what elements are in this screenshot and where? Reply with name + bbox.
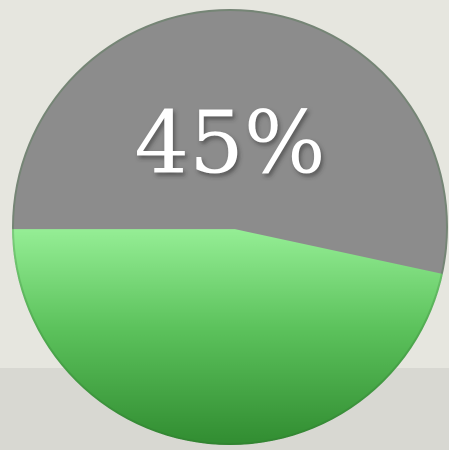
gauge: 45%: [12, 9, 448, 445]
liquid-group: [12, 9, 448, 445]
liquid: [12, 229, 448, 445]
value-label: 45%: [134, 94, 325, 194]
rim: [12, 9, 448, 445]
